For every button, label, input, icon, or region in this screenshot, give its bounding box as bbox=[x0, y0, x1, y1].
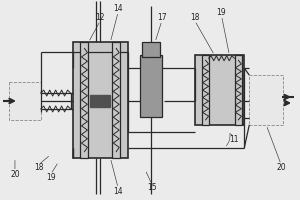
Text: 14: 14 bbox=[113, 4, 123, 13]
Text: 14: 14 bbox=[113, 187, 123, 196]
Text: 20: 20 bbox=[10, 170, 20, 179]
Bar bbox=[80, 42, 88, 158]
Bar bbox=[140, 55, 162, 117]
Text: 15: 15 bbox=[147, 183, 157, 192]
Bar bbox=[236, 55, 242, 125]
Text: 18: 18 bbox=[34, 163, 43, 172]
Text: 19: 19 bbox=[217, 8, 226, 17]
Text: 20: 20 bbox=[276, 163, 286, 172]
Text: 18: 18 bbox=[190, 13, 200, 22]
Bar bbox=[73, 42, 128, 158]
Bar bbox=[202, 55, 208, 125]
Bar bbox=[195, 55, 244, 125]
Text: 11: 11 bbox=[230, 135, 239, 144]
Text: 17: 17 bbox=[157, 13, 167, 22]
Bar bbox=[90, 95, 110, 107]
Text: 19: 19 bbox=[46, 173, 56, 182]
Bar bbox=[112, 42, 120, 158]
Bar bbox=[9, 82, 41, 120]
Bar bbox=[249, 75, 283, 125]
Bar bbox=[142, 42, 160, 57]
Text: 12: 12 bbox=[96, 13, 105, 22]
